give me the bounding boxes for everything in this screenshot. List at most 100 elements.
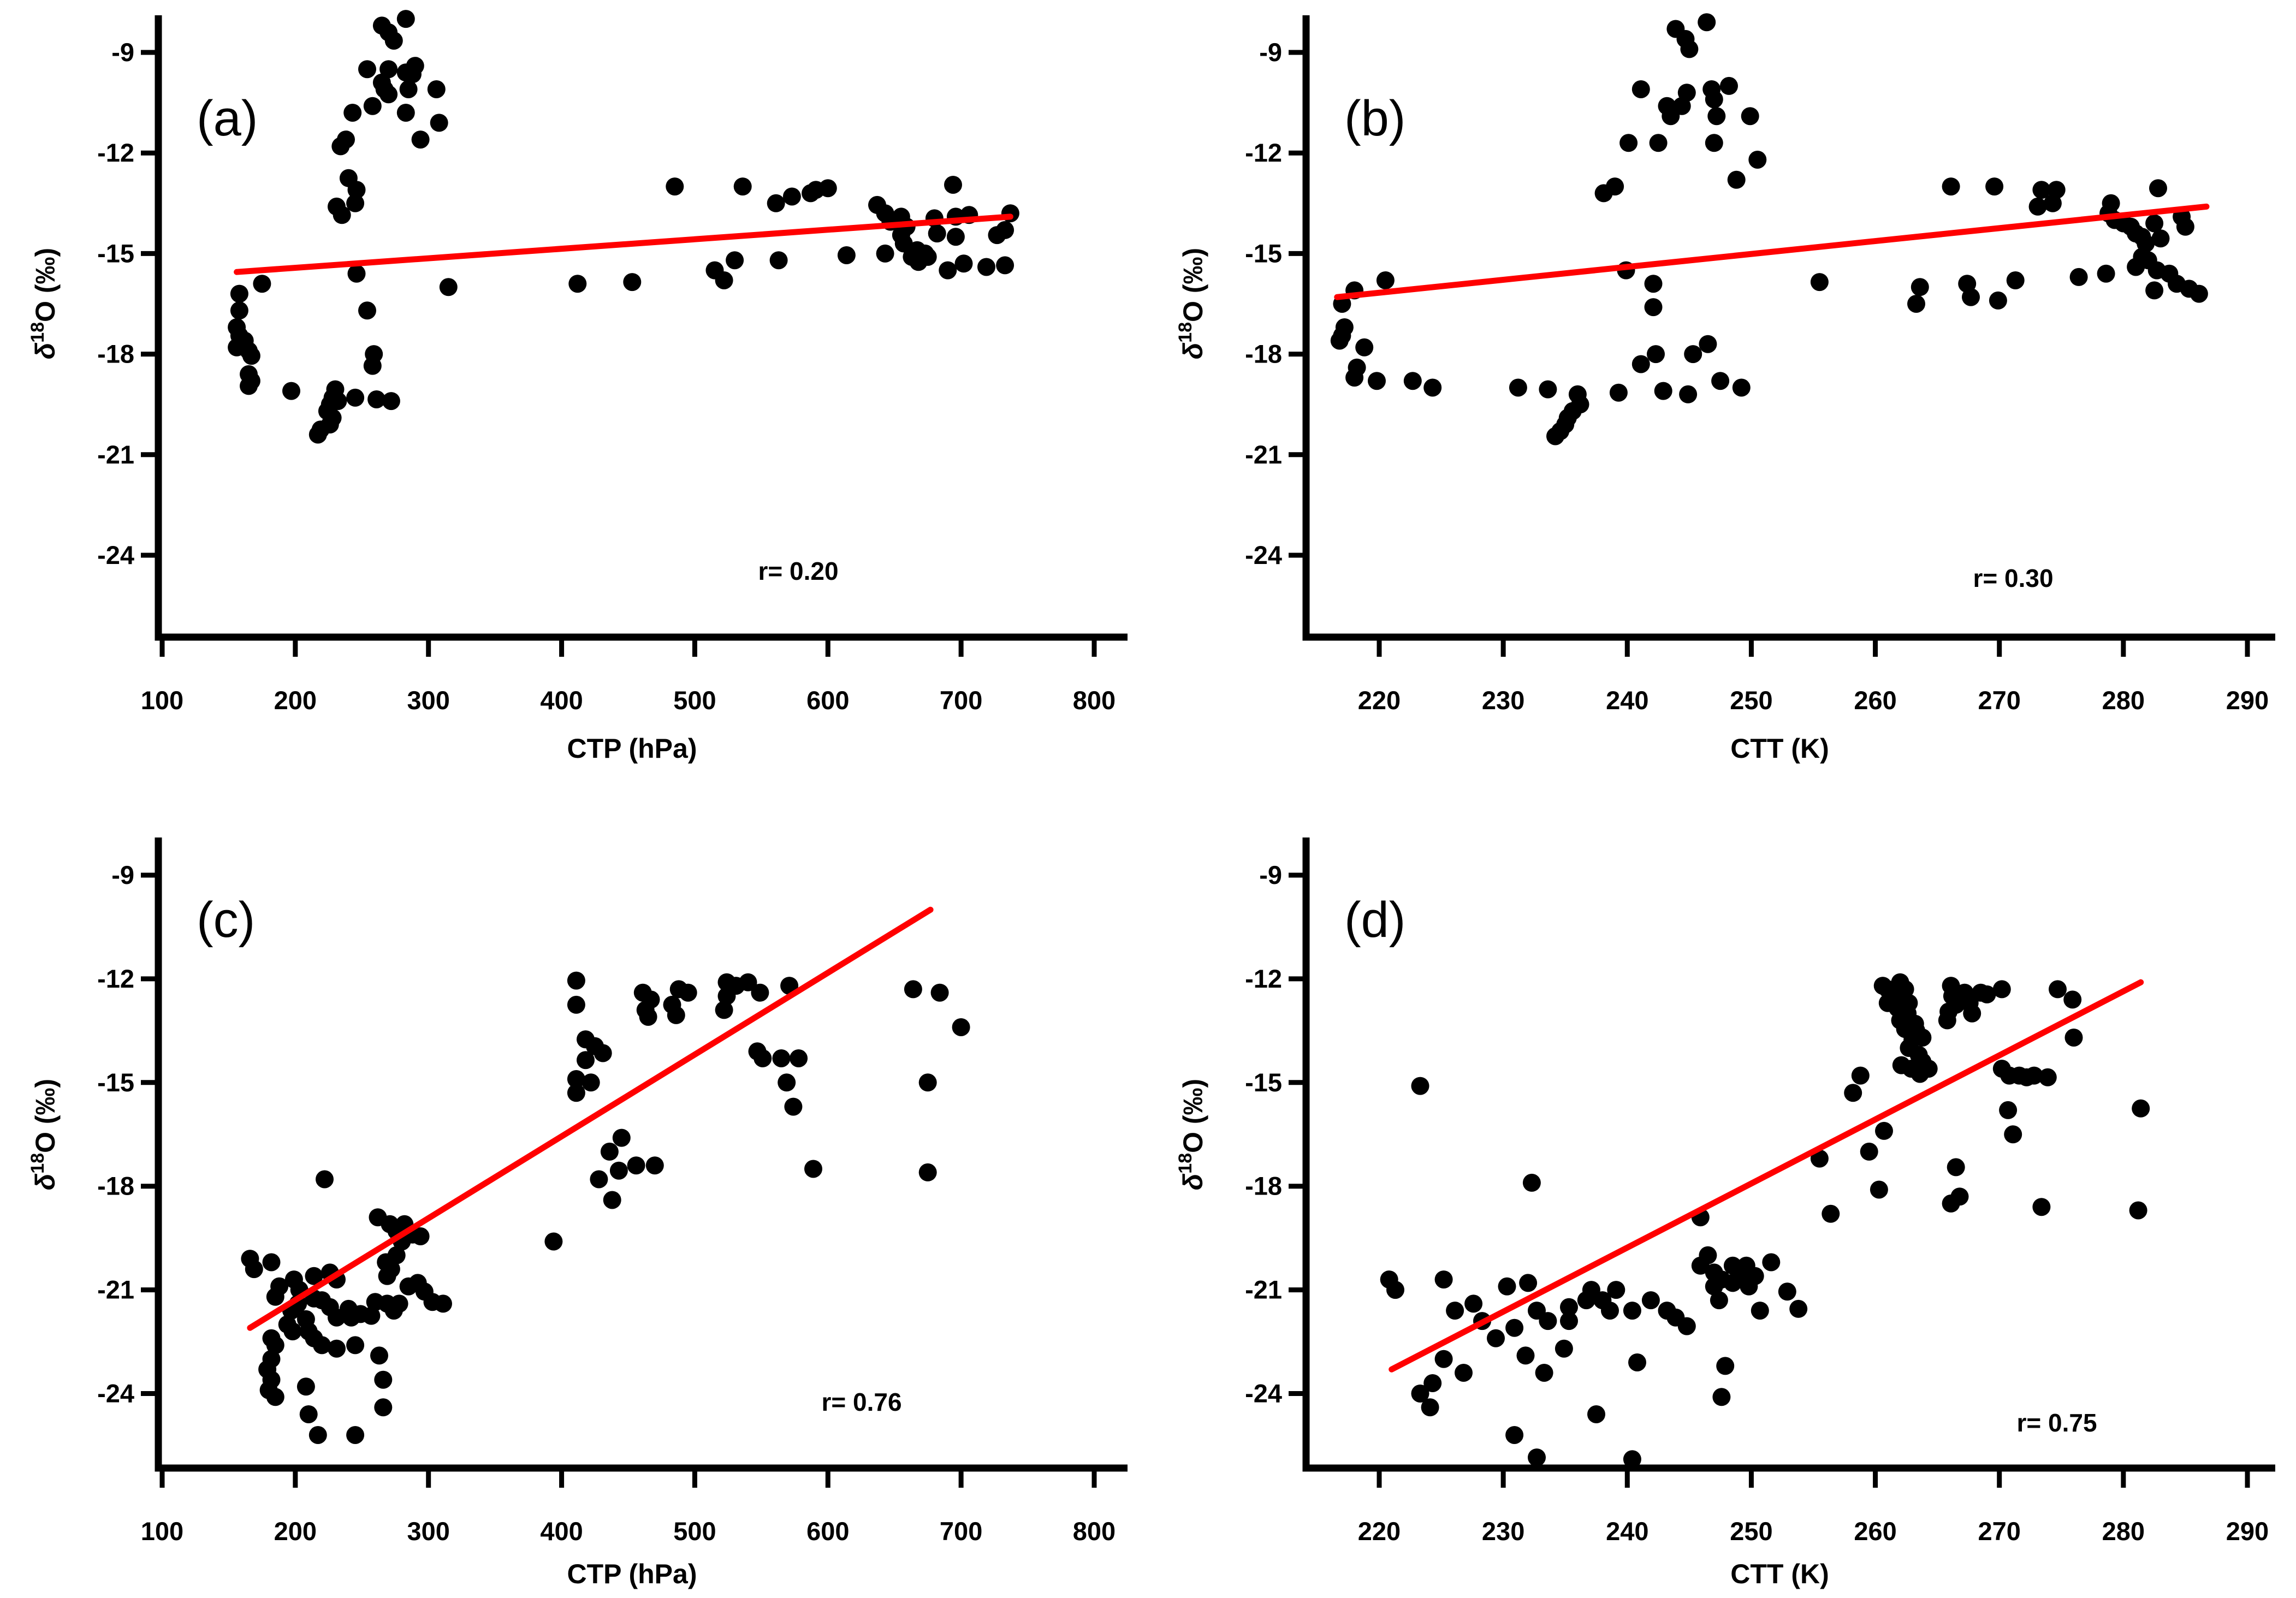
data-point bbox=[343, 104, 362, 122]
data-point bbox=[299, 1405, 318, 1423]
data-point bbox=[1911, 278, 1929, 296]
data-point bbox=[2132, 1099, 2150, 1118]
data-point bbox=[316, 1170, 334, 1189]
data-point bbox=[715, 1001, 733, 1019]
data-point bbox=[603, 1191, 621, 1209]
data-point bbox=[2025, 1066, 2043, 1085]
x-axis-title: CTP (hPa) bbox=[567, 733, 697, 764]
data-point bbox=[434, 1294, 452, 1313]
data-point bbox=[1762, 1253, 1781, 1272]
data-point bbox=[2038, 1068, 2057, 1086]
data-point bbox=[782, 187, 801, 206]
data-point bbox=[739, 973, 757, 991]
data-point bbox=[1376, 271, 1395, 289]
data-point bbox=[904, 980, 922, 999]
data-point bbox=[818, 179, 837, 198]
data-point bbox=[1386, 1281, 1404, 1299]
data-point bbox=[726, 251, 744, 270]
data-point bbox=[946, 228, 965, 246]
data-point bbox=[804, 1160, 822, 1178]
data-point bbox=[1423, 1374, 1442, 1392]
axes bbox=[1302, 837, 2275, 1472]
data-point bbox=[1628, 1353, 1646, 1371]
panel-label: (c) bbox=[197, 892, 255, 948]
data-point bbox=[346, 388, 365, 407]
data-point bbox=[313, 1336, 331, 1355]
panel-b: -9 -12 -15 -18 -21 -24 220 230 240 250 260 270 280 29… bbox=[1148, 0, 2296, 799]
panel-d: -9 -12 -15 -18 -21 -24 220 230 240 250 260 270 280 29… bbox=[1148, 799, 2296, 1598]
y-tick-label: -21 bbox=[97, 1275, 134, 1304]
data-point bbox=[1519, 1274, 1538, 1292]
data-point bbox=[582, 1073, 600, 1092]
data-point bbox=[253, 275, 271, 293]
data-point bbox=[717, 987, 736, 1005]
data-point bbox=[567, 971, 585, 990]
data-point bbox=[347, 181, 366, 199]
y-tick-label: -12 bbox=[97, 964, 134, 993]
data-point bbox=[666, 177, 684, 196]
data-point bbox=[1464, 1294, 1483, 1313]
data-point bbox=[1355, 338, 1374, 357]
data-point bbox=[328, 1339, 346, 1358]
data-point bbox=[370, 1346, 388, 1365]
data-point bbox=[1810, 1149, 1829, 1168]
x-axis-title: CTT (K) bbox=[1730, 1559, 1829, 1589]
data-point bbox=[1587, 1405, 1605, 1423]
data-point bbox=[577, 1051, 595, 1070]
y-tick-label: -18 bbox=[1245, 340, 1282, 369]
data-point bbox=[1712, 1388, 1731, 1406]
data-point bbox=[1710, 1291, 1728, 1310]
data-point bbox=[876, 244, 894, 263]
y-tick-label: -9 bbox=[111, 38, 134, 67]
data-point bbox=[1680, 40, 1699, 58]
data-point bbox=[784, 1097, 803, 1116]
data-point bbox=[1423, 378, 1442, 397]
data-point bbox=[379, 60, 398, 79]
data-point bbox=[1601, 1302, 1619, 1320]
data-point bbox=[1822, 1204, 1840, 1223]
x-tick-label: 500 bbox=[673, 686, 716, 715]
data-point bbox=[778, 1073, 796, 1092]
x-tick-label: 290 bbox=[2226, 1517, 2269, 1546]
data-point bbox=[2028, 197, 2047, 216]
data-point bbox=[2006, 271, 2025, 289]
data-point bbox=[894, 234, 913, 253]
data-point bbox=[1900, 994, 1918, 1012]
data-point bbox=[1535, 1364, 1553, 1382]
data-point bbox=[1677, 1317, 1696, 1335]
data-point bbox=[1727, 170, 1746, 189]
x-tick-label: 100 bbox=[141, 686, 183, 715]
x-tick-label: 600 bbox=[806, 686, 849, 715]
data-point bbox=[2149, 179, 2167, 198]
data-point bbox=[396, 10, 415, 28]
data-point bbox=[1875, 1121, 1893, 1140]
data-point bbox=[374, 1398, 393, 1417]
data-point bbox=[1662, 107, 1680, 126]
x-tick-label: 280 bbox=[2102, 1517, 2145, 1546]
data-point bbox=[918, 1073, 937, 1092]
data-point bbox=[1649, 134, 1668, 152]
data-point bbox=[767, 194, 785, 212]
scatter-plot-c: -9 -12 -15 -18 -21 -24 100 200 300 400 500 600 700 80… bbox=[27, 837, 1128, 1589]
data-point bbox=[242, 347, 260, 365]
x-tick-label: 290 bbox=[2226, 686, 2269, 715]
y-tick-label: -15 bbox=[97, 1068, 134, 1097]
data-point bbox=[733, 177, 752, 196]
data-point bbox=[952, 1018, 970, 1036]
data-point bbox=[954, 254, 973, 273]
x-tick-label: 280 bbox=[2102, 686, 2145, 715]
x-tick-label: 400 bbox=[540, 1517, 583, 1546]
data-point bbox=[1999, 1101, 2018, 1119]
data-point bbox=[2129, 1201, 2147, 1220]
y-tick-label: -21 bbox=[1245, 440, 1282, 469]
data-point bbox=[1330, 331, 1349, 350]
panel-a: -9 -12 -15 -18 -21 -24 100 200 300 400 500 600 700 80… bbox=[0, 0, 1148, 799]
data-point bbox=[1789, 1299, 1808, 1318]
data-point bbox=[1446, 1302, 1464, 1320]
x-tick-label: 260 bbox=[1854, 686, 1896, 715]
data-point bbox=[374, 1370, 393, 1389]
data-point bbox=[1844, 1084, 1862, 1102]
data-point bbox=[837, 246, 856, 264]
x-tick-label: 300 bbox=[407, 686, 450, 715]
data-point bbox=[1978, 985, 1996, 1003]
